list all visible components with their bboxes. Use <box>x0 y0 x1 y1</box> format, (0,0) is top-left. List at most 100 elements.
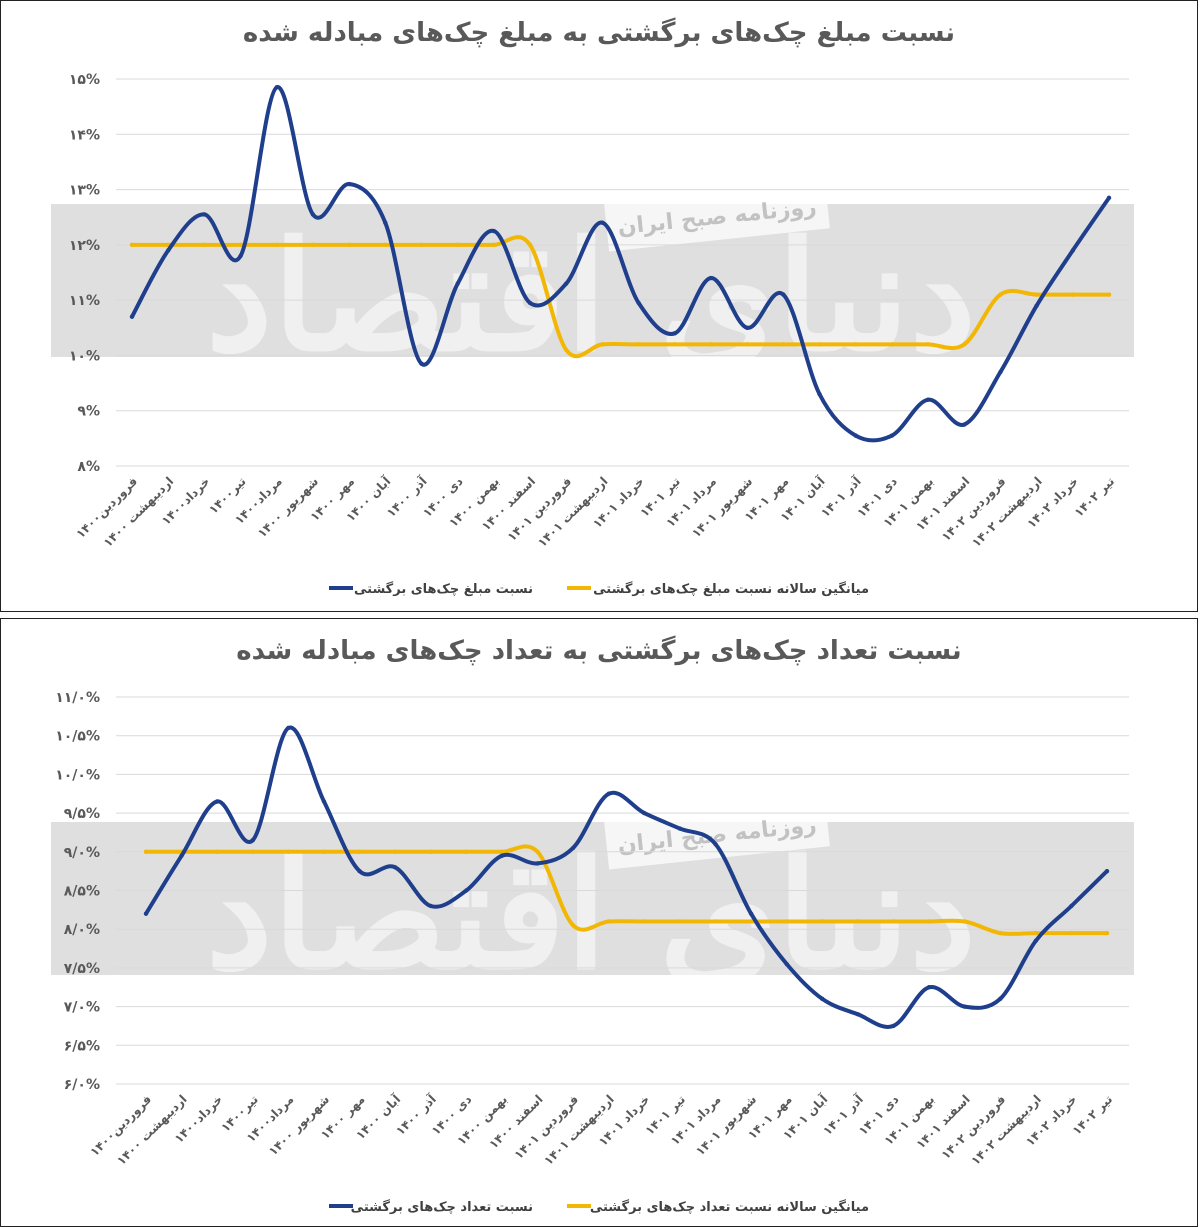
data-point-average <box>748 919 754 924</box>
data-point-main <box>926 985 932 990</box>
data-point-average <box>535 849 540 854</box>
y-tick-label: ۹% <box>77 404 100 420</box>
y-tick-label: ۱۱% <box>69 293 100 309</box>
data-point-main <box>357 868 362 874</box>
data-point-main <box>527 300 533 306</box>
data-point-average <box>1070 292 1076 297</box>
data-point-average <box>286 849 291 854</box>
data-point-main <box>346 181 352 187</box>
x-tick-label: فروردین۱۴۰۰ <box>73 474 140 541</box>
data-point-average <box>214 849 220 854</box>
data-point-main <box>889 433 895 438</box>
data-point-main <box>891 1023 896 1029</box>
legend-item-average: میانگین سالانه نسبت تعداد چک‌های برگشتی <box>567 1199 869 1215</box>
data-point-main <box>274 85 279 90</box>
data-point-main <box>464 888 469 893</box>
svg-text:نسبت تعداد چک‌های برگشتی: نسبت تعداد چک‌های برگشتی <box>351 1199 533 1215</box>
data-point-average <box>606 919 611 924</box>
chart-title: نسبت مبلغ چک‌های برگشتی به مبلغ چک‌های م… <box>243 17 955 48</box>
data-point-main <box>129 314 135 319</box>
data-point-average <box>570 923 576 928</box>
data-point-main <box>708 275 714 281</box>
amount-chart: نسبت مبلغ چک‌های برگشتی به مبلغ چک‌های م… <box>51 17 1134 597</box>
data-point-average <box>250 849 255 854</box>
data-point-main <box>321 799 327 804</box>
y-tick-label: ۱۳% <box>69 183 100 199</box>
y-tick-label: ۸/۰% <box>64 922 100 938</box>
legend-item-main: نسبت مبلغ چک‌های برگشتی <box>329 581 533 597</box>
data-point-average <box>713 919 718 924</box>
y-tick-label: ۷/۵% <box>64 961 100 977</box>
data-point-average <box>600 342 605 347</box>
y-tick-label: ۱۴% <box>69 127 100 143</box>
data-point-main <box>1106 195 1112 201</box>
data-point-main <box>165 248 171 253</box>
data-point-average <box>464 849 469 854</box>
data-point-main <box>310 212 316 217</box>
data-point-average <box>853 342 858 347</box>
y-tick-label: ۱۰% <box>69 348 100 364</box>
data-point-average <box>820 919 825 924</box>
series-line-average <box>144 844 1109 936</box>
data-point-average <box>962 342 967 347</box>
data-point-main <box>748 911 754 916</box>
data-point-main <box>636 300 641 306</box>
data-point-average <box>564 347 569 353</box>
data-point-main <box>853 433 858 438</box>
data-point-main <box>962 422 967 427</box>
data-point-average <box>455 242 460 248</box>
data-point-average <box>1104 930 1110 936</box>
x-tick-label: تیر ۱۴۰۲ <box>1072 474 1117 519</box>
data-point-main <box>570 845 576 851</box>
y-tick-label: ۱۱/۰% <box>55 690 100 706</box>
chart-panel-count: نسبت تعداد چک‌های برگشتی به تعداد چک‌های… <box>0 618 1198 1227</box>
data-point-main <box>713 841 718 847</box>
y-tick-label: ۸/۵% <box>64 884 100 900</box>
data-point-main <box>383 220 388 225</box>
data-point-average <box>274 242 279 248</box>
data-point-main <box>428 903 433 909</box>
data-point-main <box>962 1004 967 1009</box>
data-point-main <box>1070 248 1076 253</box>
data-point-average <box>238 242 243 248</box>
data-point-main <box>202 212 207 217</box>
data-point-average <box>383 242 388 248</box>
data-point-average <box>855 919 861 924</box>
data-point-average <box>642 919 647 924</box>
data-point-average <box>1033 930 1039 936</box>
data-point-average <box>744 342 750 347</box>
data-point-average <box>672 342 677 347</box>
data-point-main <box>535 861 540 866</box>
data-point-main <box>392 865 398 870</box>
data-point-average <box>677 919 683 924</box>
data-point-average <box>357 849 362 854</box>
data-point-average <box>1034 292 1039 297</box>
data-point-average <box>962 919 967 924</box>
data-point-main <box>998 996 1003 1002</box>
data-point-main <box>784 961 789 967</box>
count-chart: نسبت تعداد چک‌های برگشتی به تعداد چک‌های… <box>51 635 1134 1215</box>
y-tick-label: ۷/۰% <box>64 1000 100 1016</box>
data-point-main <box>1069 903 1074 909</box>
data-point-main <box>855 1012 861 1017</box>
data-point-main <box>179 853 184 858</box>
data-point-average <box>817 342 822 347</box>
data-point-main <box>820 996 825 1002</box>
data-point-main <box>642 810 647 816</box>
data-point-average <box>491 242 497 248</box>
data-point-main <box>817 391 822 397</box>
y-tick-label: ۱۰/۰% <box>55 767 100 783</box>
y-tick-label: ۶/۵% <box>64 1038 100 1054</box>
data-point-average <box>202 242 207 248</box>
data-point-main <box>1034 303 1039 308</box>
data-point-main <box>781 292 786 297</box>
y-tick-label: ۱۲% <box>69 238 100 254</box>
data-point-main <box>744 325 750 330</box>
data-point-average <box>926 919 932 924</box>
data-point-average <box>781 342 786 347</box>
legend-item-average: میانگین سالانه نسبت مبلغ چک‌های برگشتی <box>567 581 869 597</box>
data-point-average <box>428 849 433 854</box>
data-point-main <box>998 369 1003 375</box>
data-point-main <box>677 826 683 831</box>
data-point-average <box>891 919 896 924</box>
